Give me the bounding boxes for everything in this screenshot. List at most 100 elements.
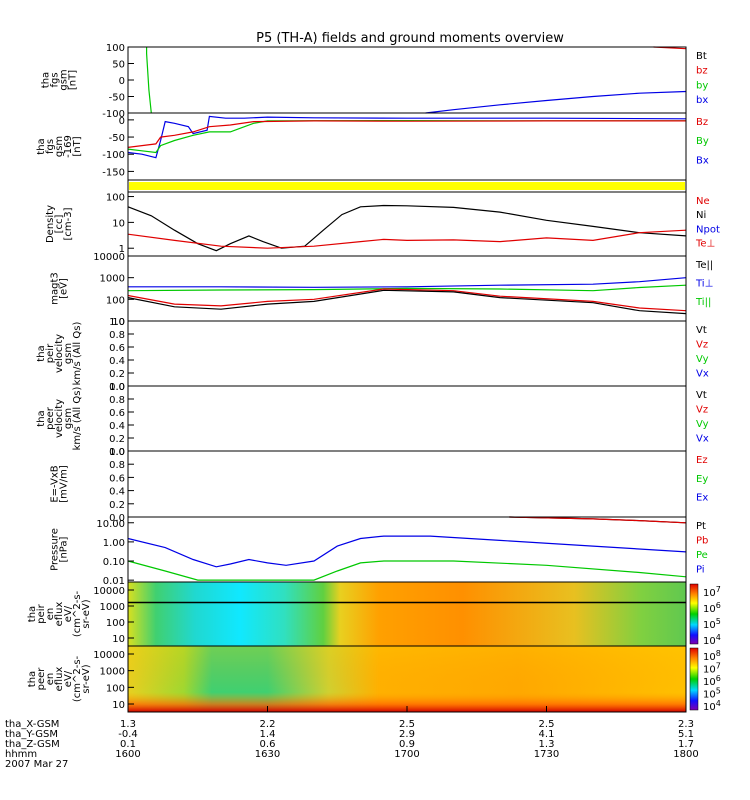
x-row-value: 2.5	[539, 719, 555, 730]
heatmap-fill	[128, 582, 686, 646]
series-Te||	[127, 289, 687, 315]
panel-magt3: 10000 1000 100 10 magt3[eV] Te|| Ti⊥ Ti||	[50, 252, 714, 328]
y-tick-label: 0.6	[109, 473, 125, 484]
y-tick-label: 100	[106, 618, 125, 629]
x-row-label: hhmm	[5, 749, 37, 760]
y-tick-label: 0	[119, 116, 125, 127]
panel-frame	[127, 191, 687, 257]
series-Ne	[127, 229, 687, 249]
x-row-value: 1630	[255, 749, 280, 760]
legend-Vx: Vx	[696, 368, 709, 379]
panel-frame	[127, 385, 687, 452]
y-axis-label-line: fgs	[50, 72, 61, 87]
y-axis-label-line: velocity	[54, 399, 65, 438]
panel-frame	[127, 450, 687, 518]
colorbar-exponent: 8	[716, 649, 721, 658]
y-axis-label: thafgsgsm-169[nT]	[36, 135, 83, 158]
x-row-value: 0.9	[399, 739, 415, 750]
y-tick-label: 10	[112, 634, 125, 645]
y-tick-label: 1	[119, 244, 125, 255]
y-axis-label: thapeirenefluxeV/(cm^2-s-sr-eV)	[27, 590, 92, 637]
y-tick-label: 0.2	[109, 500, 125, 511]
colorbar-label: 105	[703, 617, 721, 631]
series-Ni	[127, 204, 687, 252]
series-Ti⊥	[128, 277, 687, 288]
colorbar-exponent: 4	[716, 699, 721, 708]
legend-Bz: Bz	[696, 117, 708, 128]
y-tick-label: 10	[112, 218, 125, 229]
y-axis-label-line: [nT]	[68, 70, 79, 90]
y-axis-label: E=-VxB[mV/m]	[50, 465, 70, 503]
legend-Pi: Pi	[696, 564, 705, 575]
y-tick-label: 10000	[93, 650, 125, 661]
series-Bx	[127, 115, 687, 159]
y-axis-label-line: en	[45, 608, 56, 621]
y-tick-label: 0.4	[109, 356, 125, 367]
y-axis-label-line: tha	[36, 410, 47, 426]
y-tick-label: -50	[109, 133, 125, 144]
legend-Bx: Bx	[696, 155, 709, 166]
panel-peer_eflux: 10000 1000 100 10 thapeerenefluxeV/(cm^2-s-s…	[27, 645, 721, 713]
x-row-value: 1.4	[260, 729, 276, 740]
y-tick-label: 0.2	[109, 369, 125, 380]
y-tick-label: 0.4	[109, 421, 125, 432]
panel-frame	[127, 112, 687, 181]
y-tick-label: 0.0	[109, 382, 125, 393]
y-tick-label: 0.01	[103, 576, 125, 587]
panel-fgs_offset: 0 -50 -100 -150 thafgsgsm-169[nT] Bz By Bx	[36, 112, 709, 181]
legend-Vz: Vz	[696, 339, 708, 350]
legend-Te⊥: Te⊥	[695, 239, 715, 250]
y-tick-label: 1.0	[109, 317, 125, 328]
y-axis-label-line: tha	[36, 345, 47, 361]
y-axis-label-line: sr-eV)	[81, 664, 92, 693]
x-row-value: 5.1	[678, 729, 694, 740]
y-axis-label-line: magt3	[50, 272, 61, 305]
x-row-value: 4.1	[539, 729, 555, 740]
panel-fgs: 100 50 0 -50 -100 thafgsgsm[nT] Bt bz by bx	[41, 43, 709, 120]
y-tick-label: 1000	[100, 602, 125, 613]
y-tick-label: 0.0	[109, 447, 125, 458]
y-axis-label-line: Pressure	[50, 528, 61, 571]
y-tick-label: 0	[119, 76, 125, 87]
y-tick-label: 10	[112, 700, 125, 711]
y-tick-label: 10	[112, 317, 125, 328]
x-row-value: 1.3	[539, 739, 555, 750]
y-tick-label: -100	[102, 109, 125, 120]
colorbar	[689, 647, 699, 711]
legend-Pe: Pe	[696, 550, 708, 561]
x-row-value: 2.5	[399, 719, 415, 730]
y-axis-label-line: tha	[27, 671, 38, 687]
y-axis-label-line: gsm	[63, 408, 74, 429]
y-axis-label-line: [nT]	[72, 136, 83, 156]
y-axis-label-line: [cc]	[54, 215, 65, 234]
series-Ti||	[127, 284, 687, 292]
y-axis-label: thapeerenefluxeV/(cm^2-s-sr-eV)	[27, 655, 92, 702]
y-axis-label-line: E=-VxB	[50, 465, 61, 502]
legend-Vx: Vx	[696, 433, 709, 444]
y-axis-label-line: (cm^2-s-	[72, 655, 83, 702]
y-axis-label-line: [nPa]	[59, 536, 70, 562]
y-axis-label-line: [mV/m]	[59, 465, 70, 503]
x-row-value: 2.3	[678, 719, 694, 730]
panel-pressure: 10.00 1.00 0.10 0.01 Pressure[nPa] Pt Pb Pe Pi	[50, 516, 708, 587]
x-row-value: -0.4	[118, 729, 138, 740]
y-tick-label: 0.2	[109, 434, 125, 445]
y-tick-label: 0.0	[109, 513, 125, 524]
colorbar-exponent: 7	[716, 662, 721, 671]
y-axis-label-line: km/s (All Qs)	[72, 322, 83, 386]
panel-frame	[127, 46, 687, 114]
legend-bz: bz	[696, 66, 708, 77]
y-axis-label: thafgsgsm[nT]	[41, 69, 79, 90]
colorbar-exponent: 7	[716, 585, 721, 594]
legend-Npot: Npot	[696, 224, 720, 235]
y-tick-label: 0.8	[109, 395, 125, 406]
panel-e_field: 1.0 0.8 0.6 0.4 0.2 0.0 E=-VxB[mV/m] Ez Ey Ex	[50, 447, 709, 524]
y-axis-label-line: [eV]	[59, 278, 70, 299]
legend-Bt: Bt	[696, 51, 707, 62]
legend-bx: bx	[696, 95, 708, 106]
colorbar-exponent: 4	[716, 633, 721, 642]
x-row-value: 1.7	[678, 739, 694, 750]
y-axis-label: thapeervelocitygsmkm/s (All Qs)	[36, 387, 83, 451]
y-tick-label: 0.8	[109, 460, 125, 471]
